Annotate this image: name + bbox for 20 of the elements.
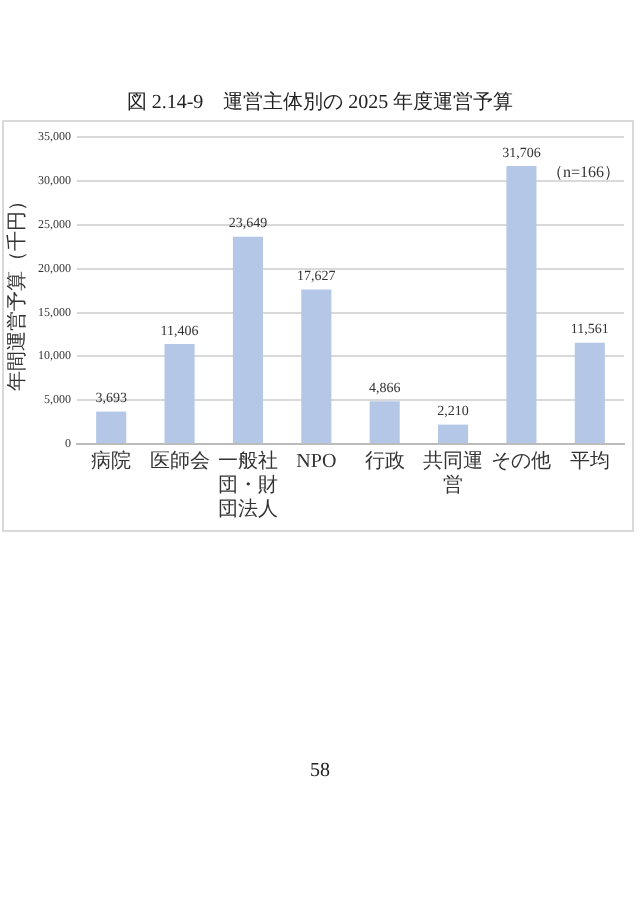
- x-tick-label: その他: [491, 449, 552, 474]
- bar: [301, 289, 332, 443]
- x-tick-label: 病院: [91, 449, 132, 474]
- annotation: （n=166）: [546, 163, 620, 182]
- bar: [232, 236, 263, 443]
- x-tick-label: 行政: [364, 451, 405, 474]
- x-tick-label: 共同運営: [423, 449, 484, 498]
- bar: [164, 344, 195, 443]
- y-axis-title: 年間運営予算（千円）: [5, 190, 30, 391]
- bar: [438, 424, 469, 443]
- x-tick-label: 一般社団・財団法人: [217, 449, 278, 522]
- chart-title: 図 2.14-9 運営主体別の 2025 年度運営予算: [124, 89, 516, 116]
- bar: [574, 342, 605, 443]
- bar: [369, 401, 400, 443]
- x-tick-label: 平均: [569, 449, 610, 474]
- bar: [506, 166, 537, 443]
- text: 58: [308, 760, 332, 782]
- x-tick-label: 医師会: [149, 449, 210, 474]
- bar: [96, 411, 127, 443]
- x-tick-label: NPO: [296, 451, 337, 474]
